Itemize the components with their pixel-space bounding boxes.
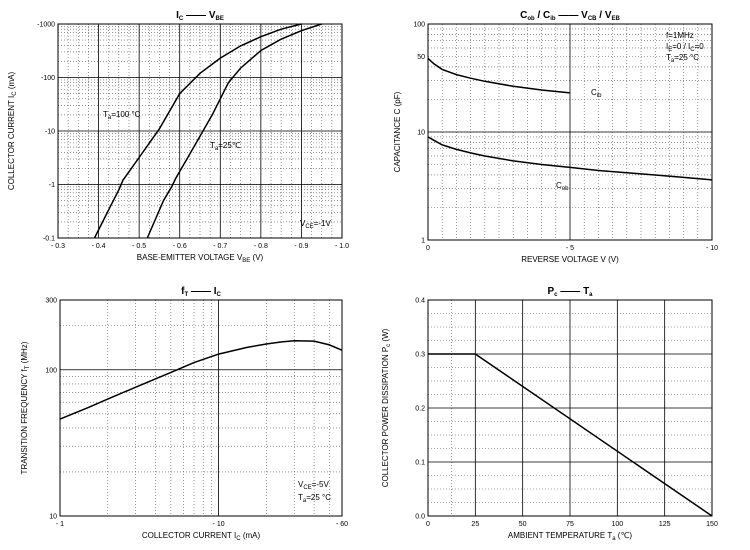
y-tick-label: -1000 bbox=[37, 22, 55, 29]
y-axis-label: CAPACITANCE C (pF) bbox=[393, 91, 402, 172]
condition-line-3: Ta=25 °C bbox=[666, 53, 699, 64]
chart-title: fT —— IC bbox=[181, 286, 221, 298]
chart-4: 0 25 50 75 100 125 150 0.0 0.1 0.2 0.3 0.4 Pc —— Ta A… bbox=[381, 286, 718, 542]
x-tick-label: - 0.3 bbox=[51, 243, 65, 250]
plot-frame bbox=[57, 23, 343, 239]
condition-annotation: VCE=-1V bbox=[300, 219, 331, 230]
x-tick-label: - 60 bbox=[336, 521, 348, 528]
chart-title: Cob / Cib —— VCB / VEB bbox=[520, 10, 620, 22]
x-axis-label: COLLECTOR CURRENT IC (mA) bbox=[142, 531, 261, 542]
x-tick-label: - 0.6 bbox=[173, 243, 187, 250]
x-tick-label: 25 bbox=[471, 521, 479, 528]
plot-frame bbox=[427, 299, 713, 517]
y-tick-label: 10 bbox=[49, 514, 57, 521]
y-tick-label: 0.1 bbox=[415, 460, 425, 467]
x-tick-label: - 1.0 bbox=[335, 243, 349, 250]
x-tick-label: 75 bbox=[566, 521, 574, 528]
plot-frame bbox=[427, 23, 713, 241]
chart-title: IC —— VBE bbox=[176, 10, 224, 22]
x-tick-label: - 0.4 bbox=[92, 243, 106, 250]
chart-1: - 0.3 - 0.4 - 0.5 - 0.6 - 0.7 - 0.8 - 0.9 - 1.0… bbox=[7, 10, 349, 264]
y-tick-label: 0.4 bbox=[415, 298, 425, 305]
condition-line-2: IE=0 / IC=0 bbox=[666, 42, 704, 53]
x-tick-label: - 0.8 bbox=[254, 243, 268, 250]
y-tick-label: 100 bbox=[45, 367, 57, 374]
y-tick-label: 0.0 bbox=[415, 514, 425, 521]
x-tick-label: - 1 bbox=[56, 521, 64, 528]
y-tick-label: 0.3 bbox=[415, 352, 425, 359]
y-tick-label: 50 bbox=[417, 54, 425, 61]
plot-frame bbox=[59, 299, 343, 517]
series-label-cib: Cib bbox=[591, 88, 602, 99]
x-tick-label: - 10 bbox=[213, 521, 225, 528]
chart-3: - 1 - 10 - 60 10 100 300 fT —— IC COLLECTOR CUR… bbox=[20, 286, 348, 542]
y-tick-label: -1 bbox=[49, 182, 55, 189]
y-tick-label: -10 bbox=[45, 129, 55, 136]
x-tick-label: - 0.7 bbox=[213, 243, 227, 250]
x-tick-label: - 0.5 bbox=[132, 243, 146, 250]
x-tick-label: 125 bbox=[659, 521, 671, 528]
x-tick-label: - 5 bbox=[566, 245, 574, 252]
x-tick-label: 100 bbox=[611, 521, 623, 528]
x-tick-label: - 10 bbox=[706, 245, 718, 252]
series-line-1 bbox=[59, 339, 343, 420]
y-axis-label: COLLECTOR CURRENT IC (mA) bbox=[7, 72, 18, 191]
chart-2: 0 - 5 - 10 1 10 50 100 Cob / Cib —— VCB / VEB RE… bbox=[393, 10, 718, 264]
series-label-1: Ta=100 °C bbox=[103, 110, 141, 121]
y-tick-label: -0.1 bbox=[43, 236, 55, 243]
x-tick-label: - 0.9 bbox=[294, 243, 308, 250]
y-tick-label: 1 bbox=[421, 238, 425, 245]
y-tick-label: 0.2 bbox=[415, 406, 425, 413]
series-line-2 bbox=[146, 23, 322, 239]
x-tick-label: 50 bbox=[519, 521, 527, 528]
series-line-1 bbox=[93, 23, 302, 239]
x-tick-label: 0 bbox=[426, 521, 430, 528]
y-axis-label: COLLECTOR POWER DISSIPATION Pc (W) bbox=[381, 328, 392, 487]
x-tick-label: 0 bbox=[426, 245, 430, 252]
series-label-cob: Cob bbox=[556, 181, 569, 192]
y-axis-label: TRANSITION FREQUENCY fT (MHz) bbox=[20, 341, 31, 474]
series-label-2: Ta=25℃ bbox=[210, 141, 241, 152]
y-tick-label: 300 bbox=[45, 298, 57, 305]
chart-title: Pc —— Ta bbox=[547, 286, 593, 298]
series-line-2 bbox=[427, 136, 713, 181]
series-line-1 bbox=[428, 353, 713, 517]
y-tick-label: 10 bbox=[417, 130, 425, 137]
y-tick-label: 100 bbox=[413, 22, 425, 29]
series-line-1 bbox=[427, 57, 571, 94]
x-axis-label: BASE-EMITTER VOLTAGE VBE (V) bbox=[137, 253, 264, 264]
x-tick-label: 150 bbox=[706, 521, 718, 528]
condition-line-2: Ta=25 °C bbox=[298, 493, 331, 504]
y-tick-label: -100 bbox=[41, 75, 55, 82]
x-axis-label: REVERSE VOLTAGE V (V) bbox=[521, 255, 619, 264]
condition-line-1: f=1MHz bbox=[666, 31, 694, 40]
x-axis-label: AMBIENT TEMPERATURE Ta (℃) bbox=[508, 531, 633, 542]
condition-line-1: VCE=-5V bbox=[298, 480, 329, 491]
